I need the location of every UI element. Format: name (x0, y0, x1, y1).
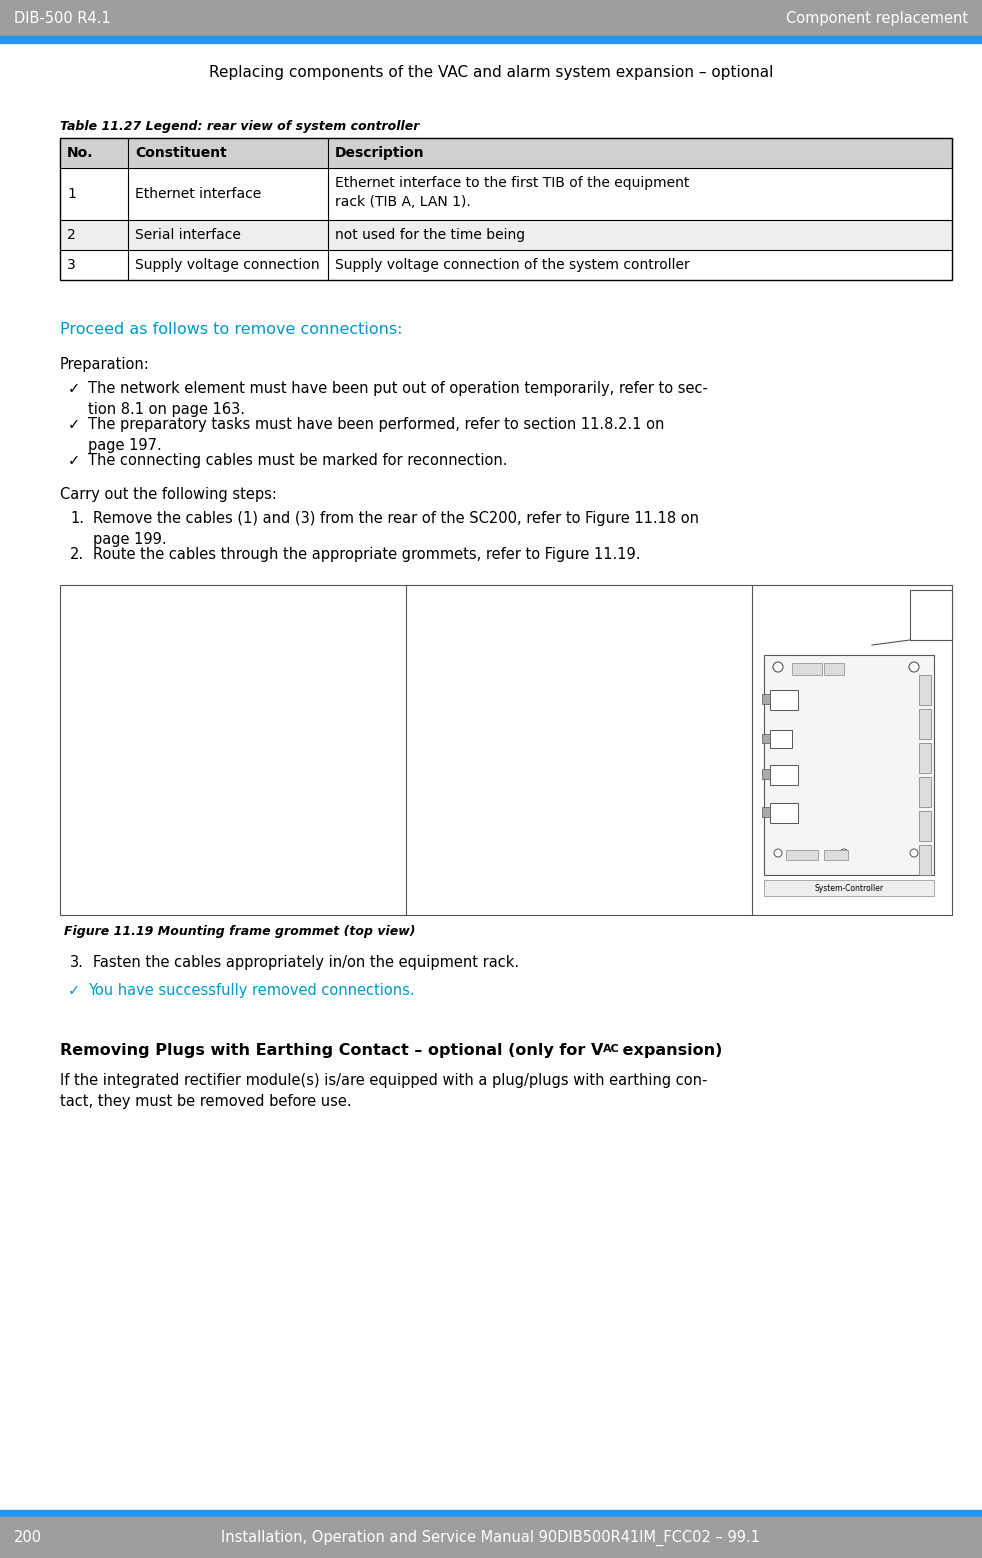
Circle shape (910, 849, 918, 857)
Text: Proceed as follows to remove connections:: Proceed as follows to remove connections… (60, 323, 403, 337)
Text: 2: 2 (67, 227, 76, 241)
Bar (60, 249, 952, 280)
Text: ✓: ✓ (68, 453, 81, 467)
Text: ✓: ✓ (68, 418, 81, 432)
Bar (762, 734, 770, 743)
Bar (0, 0, 982, 36)
Text: 3: 3 (67, 259, 76, 273)
Bar (824, 851, 848, 860)
Text: Removing Plugs with Earthing Contact – optional (only for V: Removing Plugs with Earthing Contact – o… (60, 1042, 603, 1058)
Bar (792, 664, 822, 675)
Text: Component replacement: Component replacement (786, 11, 968, 25)
Bar (762, 693, 770, 704)
Bar (910, 590, 952, 640)
Text: The network element must have been put out of operation temporarily, refer to se: The network element must have been put o… (88, 382, 708, 418)
Bar (60, 139, 952, 280)
Text: Ethernet interface: Ethernet interface (135, 187, 261, 201)
Text: 1.: 1. (70, 511, 84, 527)
Text: AC: AC (603, 1044, 620, 1053)
Circle shape (840, 849, 848, 857)
Text: You have successfully removed connections.: You have successfully removed connection… (88, 983, 414, 999)
Text: ✓: ✓ (68, 983, 81, 999)
Circle shape (774, 849, 782, 857)
Text: Figure 11.19 Mounting frame grommet (top view): Figure 11.19 Mounting frame grommet (top… (64, 925, 415, 938)
Text: Constituent: Constituent (135, 146, 227, 160)
Bar (0, 36, 982, 44)
Bar (60, 220, 952, 249)
Text: Serial interface: Serial interface (135, 227, 241, 241)
Bar (786, 851, 818, 860)
Text: Supply voltage connection: Supply voltage connection (135, 259, 319, 273)
Text: DIB-500 R4.1: DIB-500 R4.1 (14, 11, 111, 25)
Bar (919, 709, 931, 738)
Bar (60, 139, 952, 168)
Text: not used for the time being: not used for the time being (335, 227, 525, 241)
Text: Preparation:: Preparation: (60, 357, 149, 372)
Bar (919, 844, 931, 876)
Bar (764, 880, 934, 896)
Text: Remove the cables (1) and (3) from the rear of the SC200, refer to Figure 11.18 : Remove the cables (1) and (3) from the r… (93, 511, 699, 547)
Bar (60, 168, 952, 220)
Text: 3.: 3. (70, 955, 83, 971)
Text: Description: Description (335, 146, 424, 160)
Text: Route the cables through the appropriate grommets, refer to Figure 11.19.: Route the cables through the appropriate… (93, 547, 640, 562)
Bar (0, 1517, 982, 1558)
Bar (0, 1510, 982, 1517)
Text: The connecting cables must be marked for reconnection.: The connecting cables must be marked for… (88, 453, 508, 467)
Bar (919, 675, 931, 706)
Text: Carry out the following steps:: Carry out the following steps: (60, 488, 277, 502)
Bar (919, 743, 931, 773)
Text: Fasten the cables appropriately in/on the equipment rack.: Fasten the cables appropriately in/on th… (93, 955, 519, 971)
Bar (770, 731, 792, 748)
Bar (764, 654, 934, 876)
Text: Ethernet interface to the first TIB of the equipment
rack (TIB A, LAN 1).: Ethernet interface to the first TIB of t… (335, 176, 689, 209)
Bar (770, 690, 798, 710)
Bar (770, 802, 798, 823)
Text: Table 11.27 Legend: rear view of system controller: Table 11.27 Legend: rear view of system … (60, 120, 419, 132)
Text: ✓: ✓ (68, 382, 81, 396)
Text: 200: 200 (14, 1530, 42, 1546)
Bar (762, 807, 770, 816)
Text: The preparatory tasks must have been performed, refer to section 11.8.2.1 on
pag: The preparatory tasks must have been per… (88, 418, 665, 453)
Bar (60, 584, 952, 915)
Text: No.: No. (67, 146, 93, 160)
Bar (770, 765, 798, 785)
Text: expansion): expansion) (618, 1042, 723, 1058)
Text: 1: 1 (67, 187, 76, 201)
Text: Installation, Operation and Service Manual 90DIB500R41IM_FCC02 – 99.1: Installation, Operation and Service Manu… (222, 1530, 760, 1546)
Circle shape (773, 662, 783, 671)
Bar (762, 770, 770, 779)
Text: Supply voltage connection of the system controller: Supply voltage connection of the system … (335, 259, 689, 273)
Text: 2.: 2. (70, 547, 84, 562)
Text: Replacing components of the VAC and alarm system expansion – optional: Replacing components of the VAC and alar… (209, 65, 773, 79)
Bar (919, 812, 931, 841)
Bar (824, 664, 844, 675)
Text: If the integrated rectifier module(s) is/are equipped with a plug/plugs with ear: If the integrated rectifier module(s) is… (60, 1073, 707, 1109)
Circle shape (909, 662, 919, 671)
Text: System-Controller: System-Controller (814, 883, 884, 893)
Bar (919, 777, 931, 807)
